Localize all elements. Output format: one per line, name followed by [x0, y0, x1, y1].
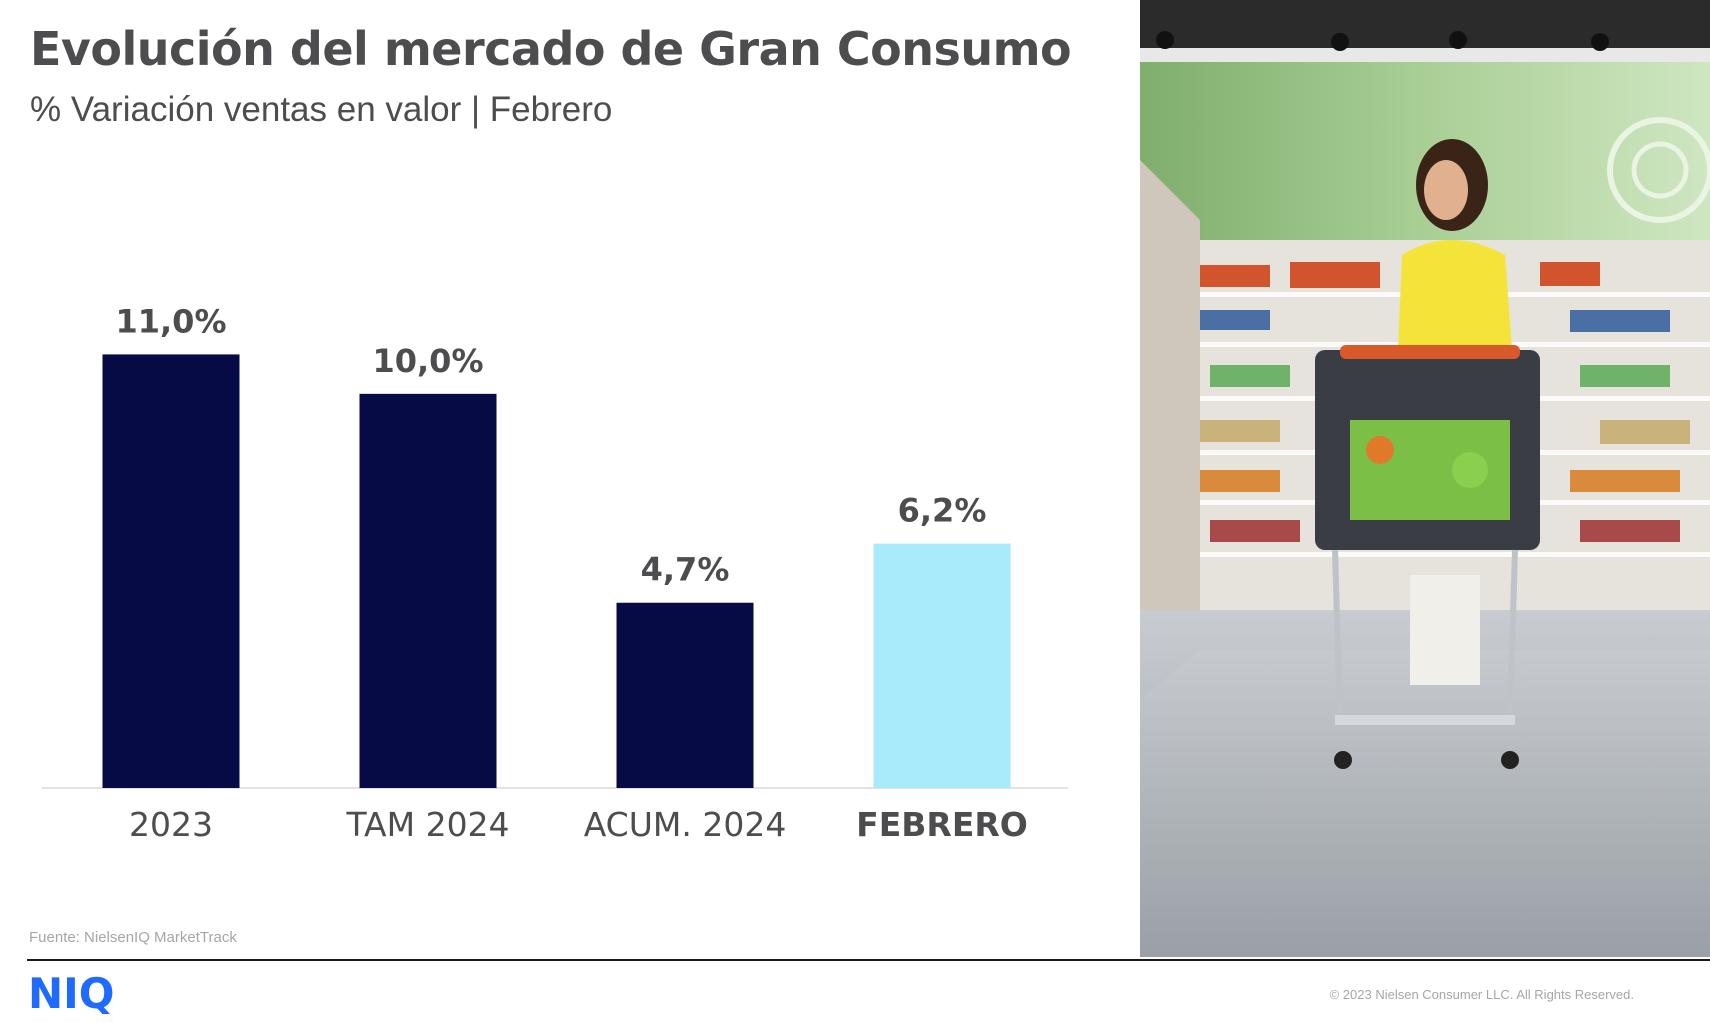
bar-chart: 11,0% 2023 10,0% TAM 2024 4,7% ACUM. 2024 6,2%…: [42, 302, 1068, 844]
bar-acum-2024: [616, 602, 754, 788]
data-label: 11,0%: [115, 302, 226, 340]
data-label: 6,2%: [898, 492, 987, 530]
svg-text:NIQ: NIQ: [28, 969, 114, 1016]
bar-tam-2024: [359, 393, 497, 788]
copyright-text: © 2023 Nielsen Consumer LLC. All Rights …: [1329, 987, 1634, 1002]
source-note: Fuente: NielsenIQ MarketTrack: [29, 929, 237, 946]
page-title: Evolución del mercado de Gran Consumo: [30, 22, 1072, 76]
x-tick-label: TAM 2024: [345, 805, 509, 844]
page-subtitle: % Variación ventas en valor | Febrero: [30, 90, 613, 129]
x-tick-label: ACUM. 2024: [584, 805, 787, 844]
x-tick-label: 2023: [129, 805, 213, 844]
data-label: 10,0%: [372, 342, 483, 380]
x-tick-label: FEBRERO: [856, 805, 1028, 844]
niq-logo: NIQ: [28, 969, 114, 1016]
footer-divider: [27, 959, 1710, 961]
bar-febrero: [873, 543, 1011, 788]
bar-2023: [102, 354, 240, 788]
supermarket-shopper-photo: [1140, 0, 1710, 957]
data-label: 4,7%: [641, 551, 730, 589]
